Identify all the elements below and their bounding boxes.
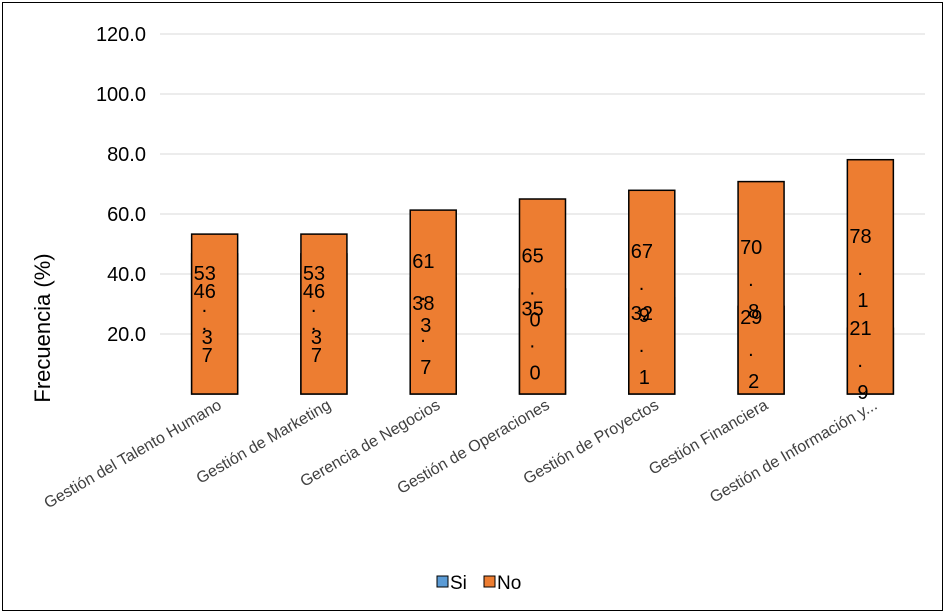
data-label-si: 38. 7 [412,293,434,379]
bar-no [190,233,239,395]
y-tick-label: 20.0 [107,324,146,346]
x-category-label: Gestión del Talento Humano [42,397,225,513]
bar-no [409,209,457,395]
y-tick-label: 80.0 [107,144,146,166]
legend-swatch-no [483,575,496,588]
data-label-si: 21. 9 [849,318,871,404]
data-labels: 46. 753. 346. 753. 338. 761. 335. 065. 0 32. 167. 9… [194,226,872,404]
data-label-si: 29. 2 [740,307,762,393]
legend-label-si: Si [450,573,467,594]
legend-swatch-si [436,575,449,588]
bar-no [518,198,567,395]
data-label-no: 61. 3 [412,251,434,337]
bar-no [737,180,785,395]
data-label-si: 35. 0 [522,299,544,385]
data-label-si: 46. 7 [303,281,325,367]
legend: Si No [436,573,521,594]
y-axis-title: Frecuencia (%) [30,253,55,402]
y-tick-label: 120.0 [96,24,146,46]
data-label-no: 78. 1 [849,226,871,312]
data-label-si: 46. 7 [194,281,216,367]
y-tick-label: 40.0 [107,264,146,286]
y-tick-label: 60.0 [107,204,146,226]
data-label-no: 70. 8 [740,237,762,323]
gridlines [160,33,925,335]
data-label-no: 67. 9 [631,241,653,327]
data-label-no: 65. 0 [522,246,544,332]
data-label-no: 53. 3 [303,263,325,349]
bars [190,158,895,395]
y-tick-label: 100.0 [96,84,146,106]
bar-no [628,189,676,395]
data-label-no: 53. 3 [194,263,216,349]
y-axis-ticks: 20.0 40.0 60.0 80.0 100.0 120.0 [96,24,146,346]
legend-label-no: No [497,573,521,594]
data-label-si: 32. 1 [631,303,653,389]
bar-no [846,158,895,395]
bar-no [300,233,348,395]
